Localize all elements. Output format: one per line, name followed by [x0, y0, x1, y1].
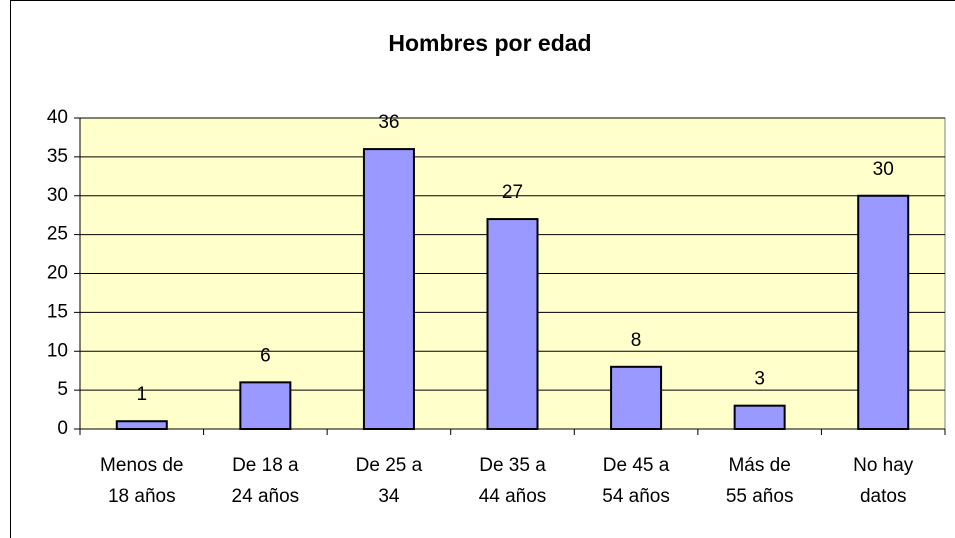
data-label: 6 — [260, 345, 271, 366]
x-tick-label: De 18 a 24 años — [232, 455, 300, 507]
x-tick-label: No hay datos — [853, 455, 914, 507]
x-tick-label: De 45 a 54 años — [602, 455, 670, 507]
y-tick-label: 25 — [47, 224, 68, 245]
y-tick-label: 40 — [47, 107, 68, 128]
y-tick-label: 30 — [47, 185, 68, 206]
bar — [610, 365, 663, 430]
x-tick-label: Menos de 18 años — [100, 455, 183, 507]
chart-title: Hombres por edad — [388, 30, 591, 56]
data-label: 3 — [754, 369, 765, 390]
data-label: 30 — [873, 159, 894, 180]
x-tick-label: De 25 a 34 — [356, 455, 423, 507]
data-label: 8 — [631, 330, 642, 351]
x-tick-label: De 35 a 44 años — [479, 455, 547, 507]
y-tick-label: 35 — [47, 146, 68, 167]
y-tick-label: 10 — [47, 340, 68, 361]
bar — [733, 404, 786, 430]
y-tick-label: 20 — [47, 263, 68, 284]
y-tick-label: 0 — [57, 418, 68, 439]
data-label: 1 — [136, 384, 147, 405]
y-tick-label: 15 — [47, 301, 68, 322]
data-label: 27 — [502, 182, 523, 203]
x-tick-label: Más de 55 años — [726, 455, 794, 507]
data-label: 36 — [378, 112, 399, 133]
bar — [857, 194, 910, 430]
bar — [115, 420, 168, 431]
y-tick-label: 5 — [57, 379, 68, 400]
bar — [486, 218, 539, 430]
bar — [362, 148, 415, 430]
bar — [239, 381, 292, 431]
